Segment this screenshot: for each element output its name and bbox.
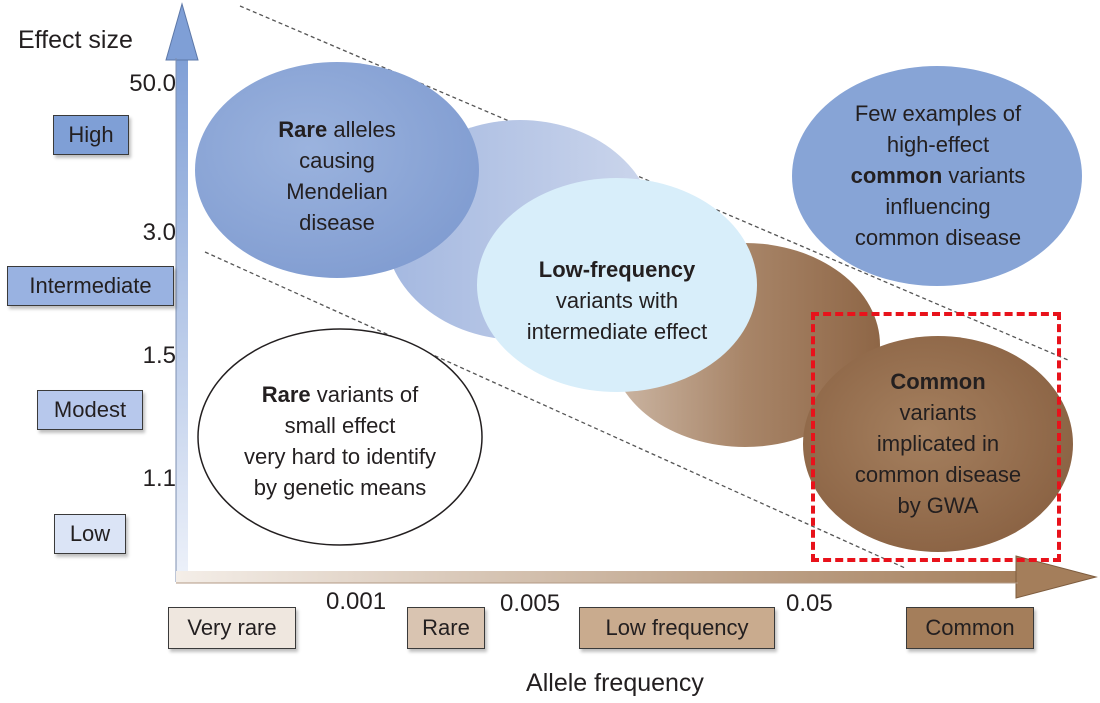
low-frequency-line2: variants with (555, 288, 679, 313)
rare-small-effect-line1: variants of (310, 382, 419, 407)
common-gwa-bold: Common (890, 369, 986, 394)
high-effect-common-line1: Few examples of (854, 101, 1022, 126)
common-gwa-line3: implicated in (876, 431, 1000, 456)
high-effect-common-line4: influencing (885, 194, 991, 219)
high-effect-common-line3: variants (942, 163, 1026, 188)
y-axis-arrow (165, 2, 199, 583)
high-effect-common-line5: common disease (854, 225, 1022, 250)
common-gwa-line4: common disease (854, 462, 1022, 487)
rare-small-effect-region (197, 328, 483, 546)
high-effect-common-region (792, 66, 1082, 286)
effect-category-low: Low (54, 514, 126, 554)
x-tick-label: 0.001 (326, 588, 387, 615)
common-gwa-text: Common variants implicated in common dis… (822, 366, 1054, 521)
effect-category-high: High (53, 115, 129, 155)
x-tick-label: 0.005 (500, 590, 561, 617)
high-effect-common-bold: common (850, 163, 943, 188)
frequency-category-very-rare: Very rare (168, 607, 296, 649)
y-tick-label: 50.0 (129, 70, 176, 97)
y-tick-label: 1.5 (142, 342, 176, 369)
rare-mendelian-line4: disease (299, 210, 375, 235)
frequency-category-low-frequency: Low frequency (579, 607, 775, 649)
common-gwa-line2: variants (899, 400, 977, 425)
rare-mendelian-line2: causing (299, 148, 375, 173)
rare-small-effect-line4: by genetic means (253, 475, 427, 500)
rare-small-effect-text: Rare variants of small effect very hard … (210, 379, 470, 503)
rare-small-effect-line3: very hard to identify (244, 444, 436, 469)
low-frequency-region (477, 178, 757, 392)
rare-small-effect-bold: Rare (261, 382, 311, 407)
rare-mendelian-text: Rare alleles causing Mendelian disease (227, 114, 447, 238)
lower-boundary-line (204, 251, 906, 569)
low-frequency-bold: Low-frequency (538, 257, 696, 282)
x-axis-title: Allele frequency (526, 669, 704, 697)
y-axis-title: Effect size (18, 26, 133, 54)
rare-mendelian-bold: Rare (278, 117, 328, 142)
high-effect-common-text: Few examples of high-effect common varia… (817, 98, 1059, 253)
y-tick-label: 1.1 (142, 465, 176, 492)
high-effect-common-line2: high-effect (886, 132, 990, 157)
low-frequency-text: Low-frequency variants with intermediate… (492, 254, 742, 347)
rare-mendelian-line1: alleles (327, 117, 396, 142)
x-tick-label: 0.05 (786, 590, 833, 617)
rare-mendelian-line3: Mendelian (286, 179, 388, 204)
rare-small-effect-line2: small effect (284, 413, 396, 438)
x-axis-arrow (176, 555, 1098, 599)
effect-category-modest: Modest (37, 390, 143, 430)
y-tick-label: 3.0 (142, 219, 176, 246)
common-gwa-line5: by GWA (897, 493, 979, 518)
frequency-category-rare: Rare (407, 607, 485, 649)
effect-category-intermediate: Intermediate (7, 266, 174, 306)
frequency-category-common: Common (906, 607, 1034, 649)
low-frequency-line3: intermediate effect (526, 319, 708, 344)
highlight-box (811, 312, 1061, 562)
